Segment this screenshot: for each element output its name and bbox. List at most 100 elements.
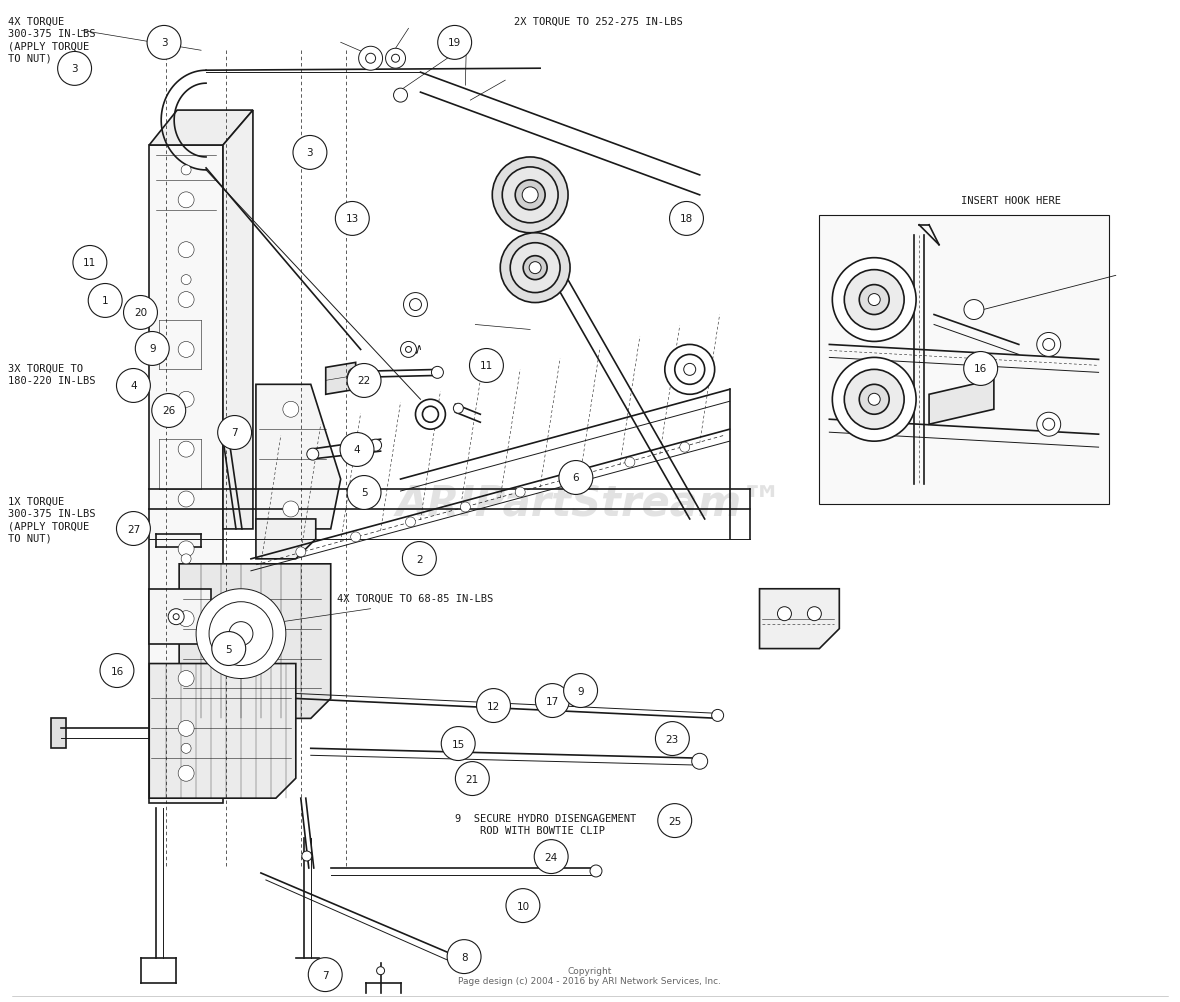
Circle shape bbox=[536, 684, 569, 717]
Circle shape bbox=[477, 689, 511, 722]
Circle shape bbox=[516, 180, 545, 210]
Circle shape bbox=[178, 242, 194, 259]
Circle shape bbox=[124, 297, 157, 330]
Circle shape bbox=[506, 889, 540, 923]
Circle shape bbox=[691, 754, 708, 770]
Text: 8: 8 bbox=[460, 952, 467, 962]
Circle shape bbox=[1043, 339, 1055, 351]
Circle shape bbox=[394, 89, 407, 103]
Polygon shape bbox=[149, 146, 223, 804]
Circle shape bbox=[625, 458, 635, 468]
Circle shape bbox=[296, 547, 306, 557]
Polygon shape bbox=[149, 589, 211, 644]
Circle shape bbox=[535, 840, 568, 874]
Text: 17: 17 bbox=[545, 695, 559, 705]
Text: 13: 13 bbox=[346, 214, 359, 224]
Circle shape bbox=[302, 851, 312, 861]
Polygon shape bbox=[929, 380, 994, 425]
Circle shape bbox=[683, 364, 696, 376]
Circle shape bbox=[58, 52, 92, 86]
Polygon shape bbox=[256, 385, 341, 529]
Circle shape bbox=[712, 709, 723, 721]
Circle shape bbox=[178, 293, 194, 309]
Text: 19: 19 bbox=[448, 38, 461, 48]
Text: 9: 9 bbox=[577, 685, 584, 695]
Circle shape bbox=[470, 349, 504, 383]
Circle shape bbox=[832, 259, 916, 342]
Text: 4: 4 bbox=[354, 445, 360, 455]
Circle shape bbox=[182, 743, 191, 754]
Circle shape bbox=[845, 370, 904, 430]
Circle shape bbox=[859, 286, 890, 316]
Circle shape bbox=[211, 632, 245, 665]
Circle shape bbox=[169, 609, 184, 625]
Circle shape bbox=[516, 488, 525, 498]
Text: 1X TORQUE
300-375 IN-LBS
(APPLY TORQUE
TO NUT): 1X TORQUE 300-375 IN-LBS (APPLY TORQUE T… bbox=[7, 496, 96, 543]
Circle shape bbox=[1043, 419, 1055, 431]
Text: 25: 25 bbox=[668, 816, 681, 826]
Circle shape bbox=[503, 167, 558, 223]
Circle shape bbox=[136, 333, 169, 366]
Polygon shape bbox=[760, 589, 839, 649]
Circle shape bbox=[369, 440, 381, 452]
Circle shape bbox=[402, 542, 437, 576]
Circle shape bbox=[455, 762, 490, 796]
Text: 11: 11 bbox=[84, 259, 97, 269]
Text: 16: 16 bbox=[110, 666, 124, 676]
Polygon shape bbox=[179, 564, 330, 718]
Circle shape bbox=[404, 294, 427, 318]
Circle shape bbox=[964, 352, 997, 386]
Circle shape bbox=[492, 157, 568, 233]
Circle shape bbox=[73, 246, 107, 281]
Circle shape bbox=[352, 372, 360, 380]
Circle shape bbox=[669, 202, 703, 236]
Text: 7: 7 bbox=[231, 428, 238, 438]
Polygon shape bbox=[819, 215, 1108, 504]
Circle shape bbox=[500, 233, 570, 304]
Circle shape bbox=[657, 804, 691, 838]
Circle shape bbox=[152, 394, 185, 428]
Circle shape bbox=[868, 295, 880, 307]
Circle shape bbox=[964, 301, 984, 321]
Circle shape bbox=[675, 355, 704, 385]
Circle shape bbox=[347, 364, 381, 398]
Circle shape bbox=[335, 202, 369, 236]
Circle shape bbox=[283, 402, 299, 418]
Circle shape bbox=[229, 622, 253, 646]
Circle shape bbox=[590, 865, 602, 877]
Circle shape bbox=[438, 26, 472, 60]
Circle shape bbox=[376, 967, 385, 975]
Circle shape bbox=[178, 192, 194, 208]
Circle shape bbox=[359, 47, 382, 71]
Text: 11: 11 bbox=[480, 361, 493, 371]
Circle shape bbox=[415, 400, 445, 430]
Circle shape bbox=[529, 263, 542, 275]
Circle shape bbox=[447, 940, 481, 974]
Circle shape bbox=[117, 512, 150, 546]
Circle shape bbox=[406, 347, 412, 353]
Circle shape bbox=[307, 449, 319, 461]
Circle shape bbox=[293, 136, 327, 170]
Circle shape bbox=[148, 26, 181, 60]
Circle shape bbox=[173, 614, 179, 620]
Circle shape bbox=[570, 473, 581, 483]
Text: 15: 15 bbox=[452, 738, 465, 748]
Circle shape bbox=[178, 342, 194, 358]
Text: 4X TORQUE
300-375 IN-LBS
(APPLY TORQUE
TO NUT): 4X TORQUE 300-375 IN-LBS (APPLY TORQUE T… bbox=[7, 16, 96, 63]
Circle shape bbox=[1037, 413, 1061, 437]
Polygon shape bbox=[52, 718, 66, 748]
Circle shape bbox=[178, 671, 194, 686]
Circle shape bbox=[460, 502, 471, 512]
Text: 3X TORQUE TO
180-220 IN-LBS: 3X TORQUE TO 180-220 IN-LBS bbox=[7, 363, 96, 386]
Text: 6: 6 bbox=[572, 473, 579, 483]
Circle shape bbox=[523, 257, 548, 281]
Circle shape bbox=[182, 554, 191, 564]
Circle shape bbox=[832, 358, 916, 442]
Circle shape bbox=[178, 766, 194, 782]
Text: 4X TORQUE TO 68-85 IN-LBS: 4X TORQUE TO 68-85 IN-LBS bbox=[337, 593, 493, 603]
Text: 3: 3 bbox=[71, 64, 78, 74]
Polygon shape bbox=[149, 664, 296, 799]
Text: 12: 12 bbox=[487, 700, 500, 710]
Circle shape bbox=[347, 476, 381, 510]
Text: 18: 18 bbox=[680, 214, 693, 224]
